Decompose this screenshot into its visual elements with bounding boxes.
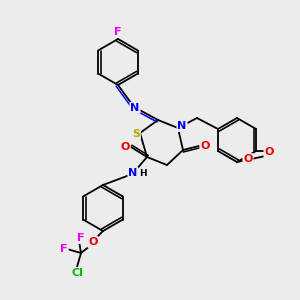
Text: O: O bbox=[120, 142, 130, 152]
Text: F: F bbox=[114, 27, 122, 37]
Text: F: F bbox=[60, 244, 68, 254]
Text: N: N bbox=[128, 168, 138, 178]
Text: O: O bbox=[264, 147, 274, 157]
Text: Cl: Cl bbox=[71, 268, 83, 278]
Text: S: S bbox=[132, 129, 140, 139]
Text: H: H bbox=[139, 169, 147, 178]
Text: N: N bbox=[177, 121, 187, 131]
Text: F: F bbox=[77, 233, 85, 243]
Text: O: O bbox=[200, 141, 210, 151]
Text: N: N bbox=[130, 103, 140, 113]
Text: O: O bbox=[88, 237, 98, 247]
Text: O: O bbox=[243, 154, 253, 164]
